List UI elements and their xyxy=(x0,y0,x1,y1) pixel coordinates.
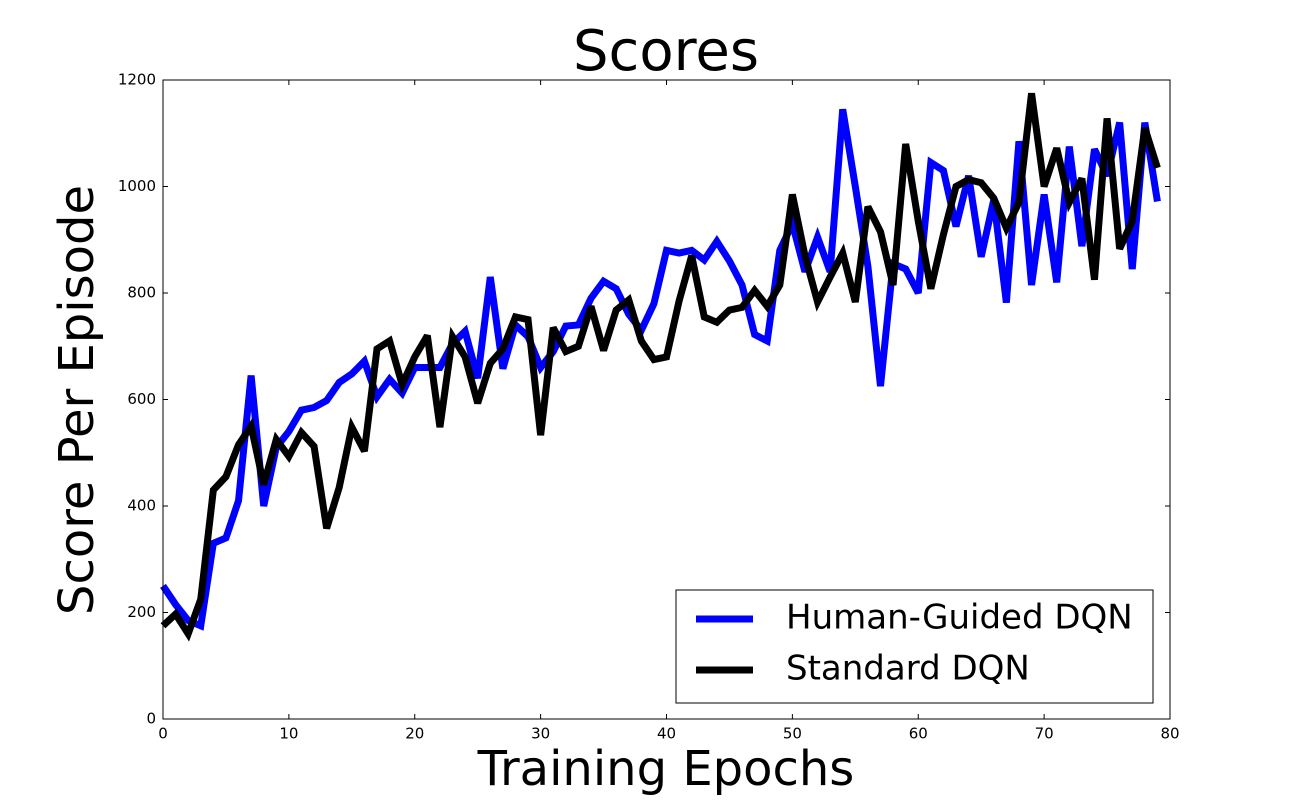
legend-label: Standard DQN xyxy=(786,649,1030,689)
y-tick-label: 400 xyxy=(127,497,156,515)
legend-box xyxy=(675,589,1154,704)
y-tick-label: 200 xyxy=(127,603,156,621)
x-tick-label: 30 xyxy=(531,725,550,743)
x-tick-label: 20 xyxy=(405,725,424,743)
x-tick-label: 60 xyxy=(909,725,928,743)
y-tick-label: 1000 xyxy=(118,177,156,195)
x-tick-label: 10 xyxy=(279,725,298,743)
x-tick-label: 70 xyxy=(1035,725,1054,743)
y-tick-label: 0 xyxy=(146,710,156,728)
y-tick-label: 800 xyxy=(127,284,156,302)
x-axis-label: Training Epochs xyxy=(477,741,855,797)
legend-label: Human-Guided DQN xyxy=(786,598,1133,638)
data-line xyxy=(160,92,1161,642)
x-tick-label: 50 xyxy=(783,725,802,743)
y-tick-label: 1200 xyxy=(118,71,156,89)
x-tick-label: 0 xyxy=(158,725,168,743)
y-tick-label: 600 xyxy=(127,390,156,408)
data-line xyxy=(160,108,1161,631)
x-tick-label: 80 xyxy=(1160,725,1179,743)
chart-title: Scores xyxy=(573,19,759,84)
x-tick-label: 40 xyxy=(657,725,676,743)
y-axis-label: Score Per Episode xyxy=(49,185,105,615)
